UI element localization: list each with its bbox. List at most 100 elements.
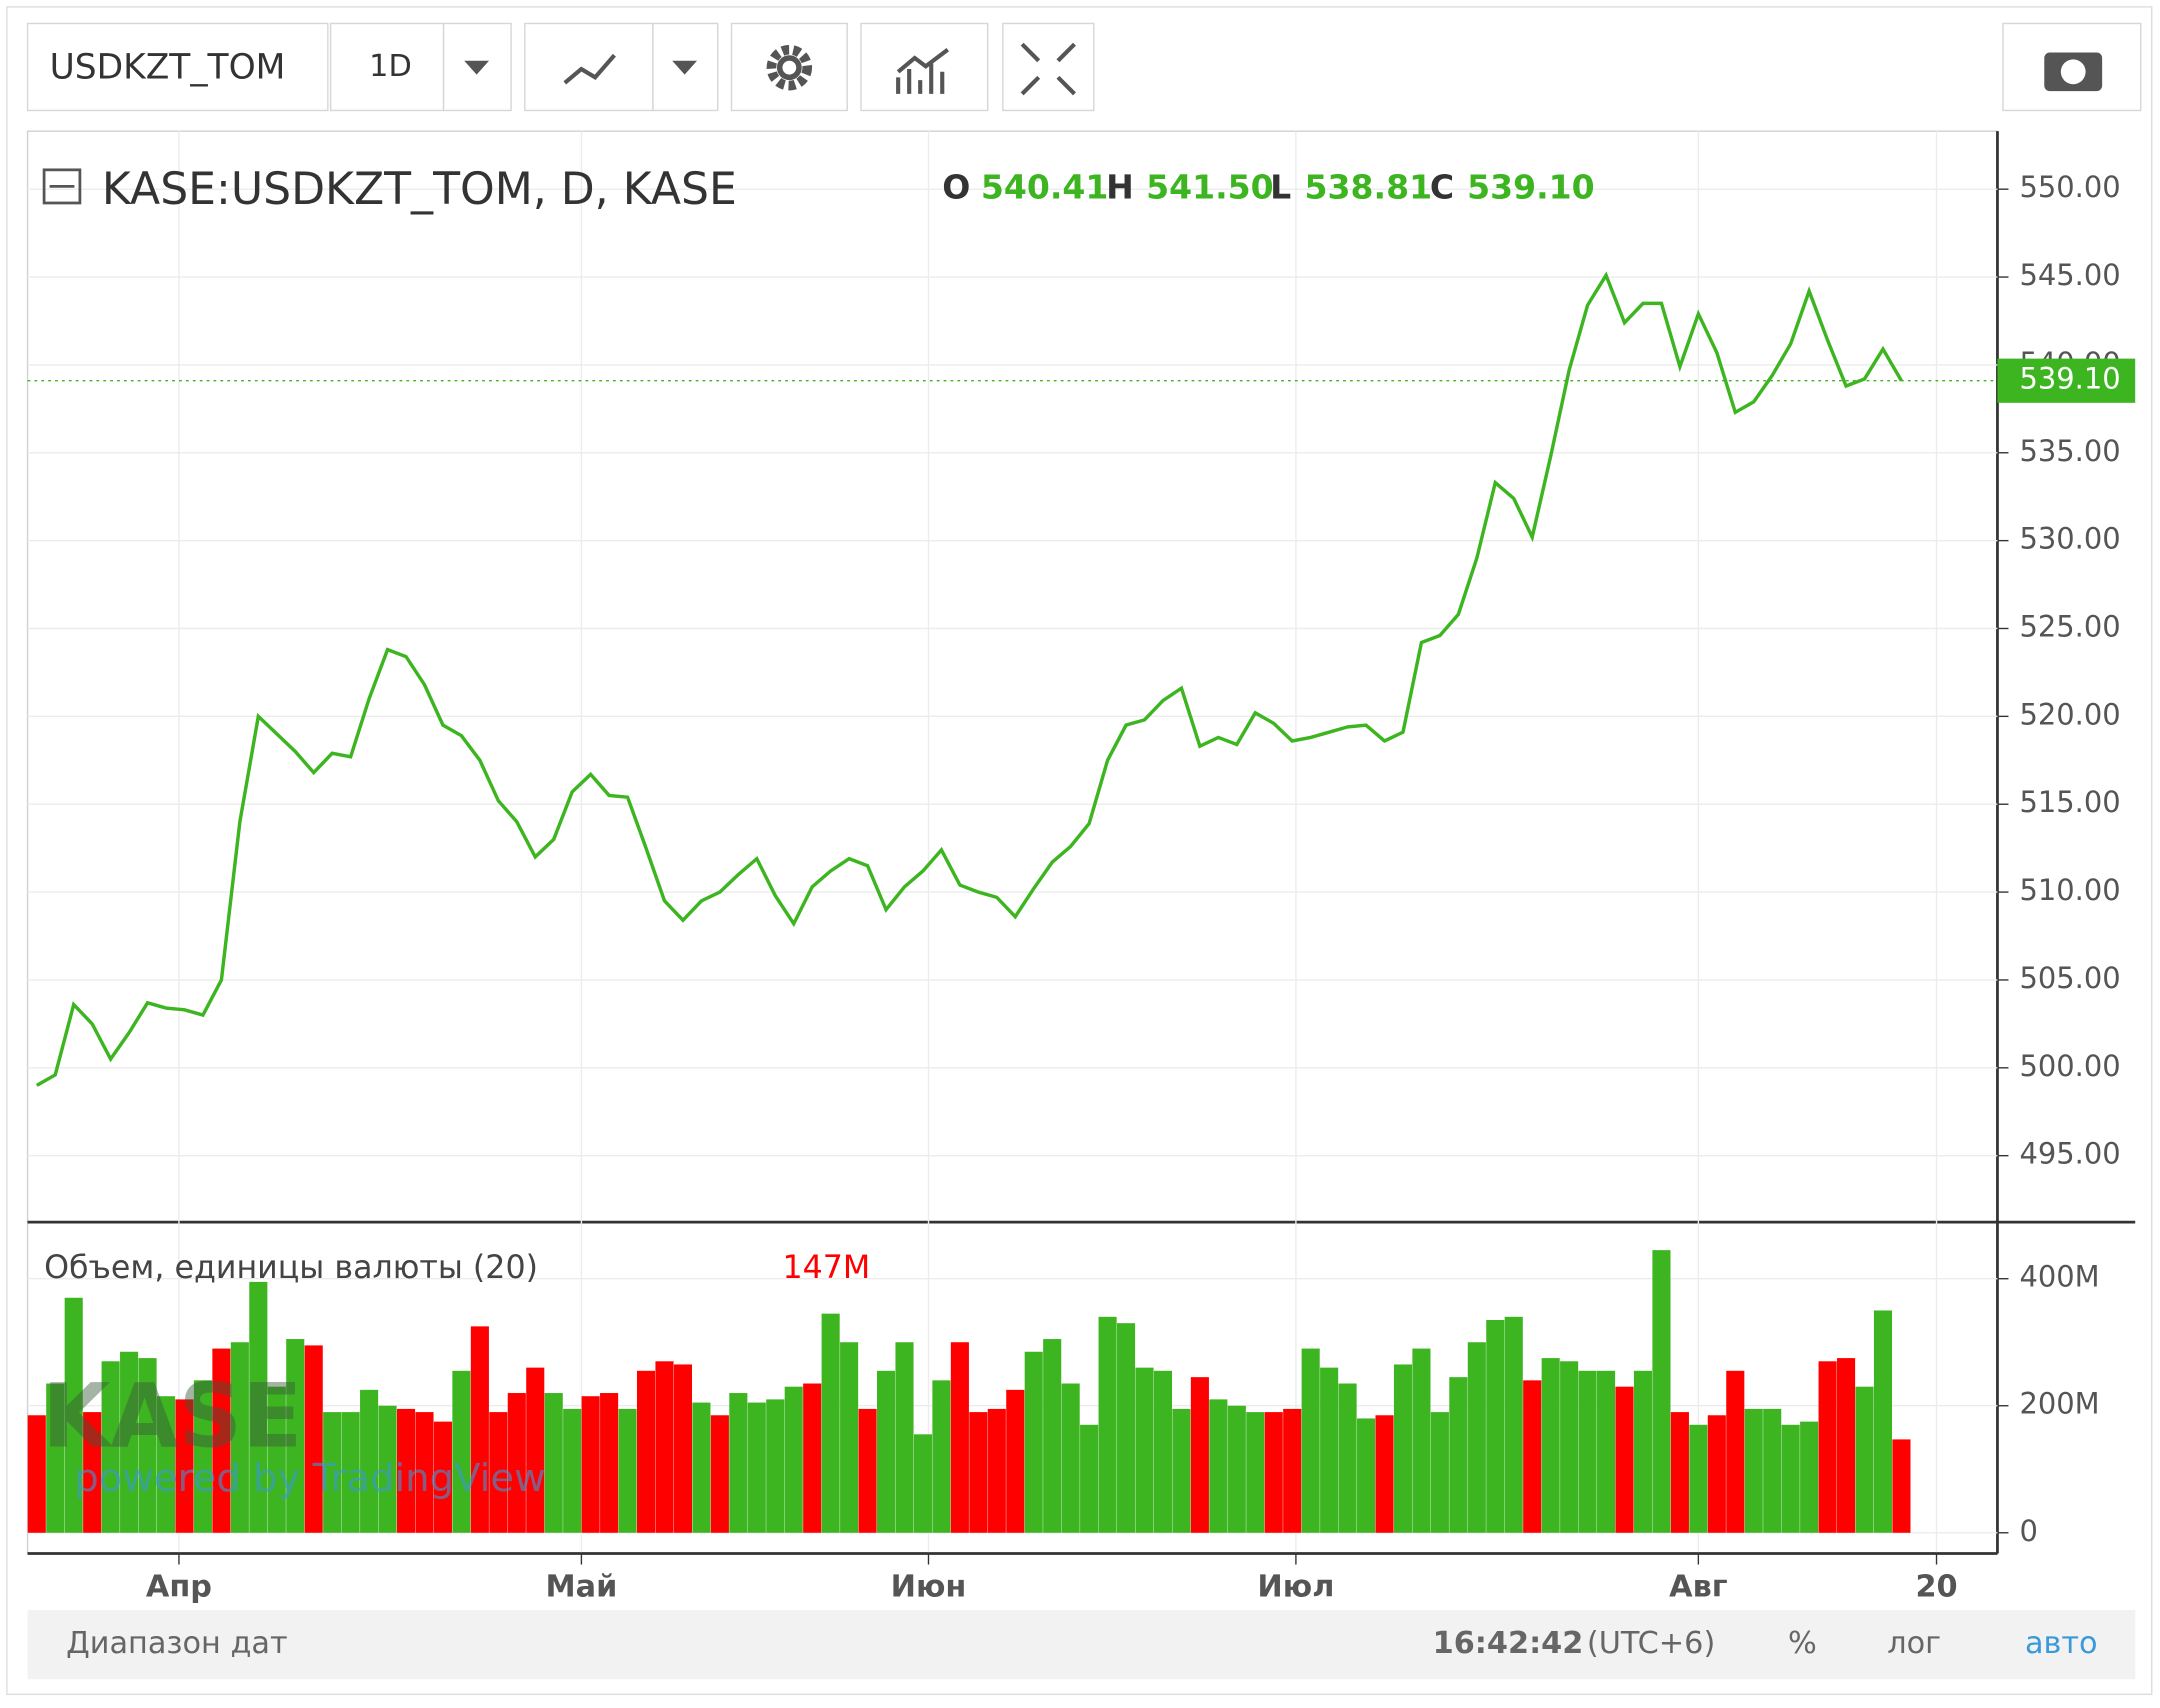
volume-bar <box>1190 1377 1209 1533</box>
volume-bar <box>526 1367 545 1533</box>
volume-title: Объем, единицы валюты (20) <box>44 1250 538 1286</box>
log-toggle[interactable]: лог <box>1887 1626 1941 1661</box>
y-tick-label: 510.00 <box>2019 873 2120 907</box>
volume-bar <box>1412 1348 1431 1533</box>
volume-bar <box>1523 1380 1542 1533</box>
volume-bar <box>1449 1377 1468 1533</box>
volume-bar <box>1615 1386 1634 1533</box>
volume-bar <box>1467 1342 1486 1533</box>
volume-bar <box>932 1380 951 1533</box>
volume-bar <box>1246 1412 1265 1533</box>
ohlc-key: H <box>1106 168 1134 207</box>
auto-toggle[interactable]: авто <box>2025 1626 2098 1661</box>
volume-bar <box>1818 1361 1837 1533</box>
volume-bar <box>1393 1364 1413 1533</box>
y-tick-label: 500.00 <box>2019 1049 2120 1083</box>
volume-bar <box>710 1415 729 1533</box>
indicator-icon <box>896 48 949 94</box>
volume-bar <box>1763 1408 1782 1533</box>
volume-bar <box>1043 1339 1062 1533</box>
volume-bar <box>1707 1415 1726 1533</box>
volume-bar <box>1800 1421 1819 1533</box>
watermark-text: powered by TradingView <box>74 1456 545 1501</box>
volume-bar <box>193 1380 212 1533</box>
volume-bar <box>747 1402 766 1533</box>
volume-bar <box>636 1370 656 1533</box>
volume-bar <box>415 1412 434 1533</box>
volume-bar <box>230 1342 249 1533</box>
y-tick-label: 0 <box>2019 1514 2037 1548</box>
volume-bar <box>673 1364 692 1533</box>
volume-bar <box>1024 1351 1043 1533</box>
footer: Диапазон дат 16:42:42 (UTC+6) % лог авто <box>66 1626 2097 1661</box>
volume-bar <box>1873 1310 1893 1533</box>
volume-bar <box>304 1345 323 1533</box>
volume-bar <box>378 1405 397 1533</box>
volume-bar <box>544 1393 563 1533</box>
collapse-icon[interactable] <box>42 168 82 205</box>
volume-bar <box>1744 1408 1763 1533</box>
volume-bar <box>360 1389 379 1533</box>
interval-button[interactable] <box>329 22 445 112</box>
x-tick-label: Авг <box>1669 1569 1728 1604</box>
x-tick-label: Июл <box>1257 1569 1334 1604</box>
volume-bar <box>600 1393 619 1533</box>
volume-bar <box>1098 1316 1117 1533</box>
fullscreen-button[interactable] <box>1002 22 1095 112</box>
ohlc-key: C <box>1430 168 1454 207</box>
percent-toggle[interactable]: % <box>1788 1626 1817 1661</box>
y-tick-label: 545.00 <box>2019 258 2120 292</box>
y-tick-label: 530.00 <box>2019 522 2120 556</box>
caret <box>464 60 490 75</box>
volume-bar <box>156 1396 176 1533</box>
ohlc-key: O <box>942 168 970 207</box>
volume-bar <box>1209 1399 1228 1533</box>
volume-bar <box>433 1421 452 1533</box>
volume-bar <box>692 1402 711 1533</box>
volume-bar <box>341 1412 360 1533</box>
volume-bar <box>64 1297 83 1533</box>
volume-bar <box>1227 1405 1246 1533</box>
volume-bar <box>1264 1412 1283 1533</box>
volume-bar <box>249 1281 268 1533</box>
volume-bar <box>729 1393 748 1533</box>
x-tick-label: 20 <box>1915 1569 1957 1604</box>
volume-bar <box>1892 1439 1911 1533</box>
y-tick-label: 550.00 <box>2019 170 2120 204</box>
volume-bar <box>1153 1370 1173 1533</box>
volume-bar <box>1670 1412 1689 1533</box>
date-range[interactable]: Диапазон дат <box>66 1626 288 1661</box>
volume-bar <box>821 1313 840 1533</box>
volume-bar <box>1283 1408 1302 1533</box>
camera-lens <box>2060 59 2086 85</box>
volume-bar <box>1172 1408 1191 1533</box>
chart-type-button[interactable] <box>524 22 654 112</box>
chart-title: KASE:USDKZT_TOM, D, KASE <box>102 164 737 215</box>
x-tick-label: Июн <box>891 1569 967 1604</box>
toolbar-icons <box>464 42 2103 96</box>
indicators-button[interactable] <box>860 22 989 112</box>
volume-bar <box>1689 1424 1708 1533</box>
volume-bar <box>1781 1424 1800 1533</box>
volume-bar <box>175 1399 194 1533</box>
volume-bar <box>618 1408 637 1533</box>
settings-button[interactable] <box>730 22 848 112</box>
symbol-button[interactable] <box>26 22 329 112</box>
bottom-bar <box>27 1610 2136 1680</box>
volume-bar <box>840 1342 859 1533</box>
volume-bar <box>1430 1412 1449 1533</box>
line-icon <box>563 53 616 85</box>
symbol: USDKZT_TOM <box>50 48 286 88</box>
volume-bar <box>766 1399 785 1533</box>
volume-bar <box>323 1412 342 1533</box>
toolbar <box>26 22 2142 112</box>
volume-bar <box>1726 1370 1745 1533</box>
volume-bar <box>1504 1316 1523 1533</box>
volume-bar <box>1338 1383 1357 1533</box>
volume-bar <box>1486 1319 1505 1533</box>
volume-bar <box>1061 1383 1080 1533</box>
volume-bar <box>969 1412 988 1533</box>
panes <box>26 130 2136 1555</box>
